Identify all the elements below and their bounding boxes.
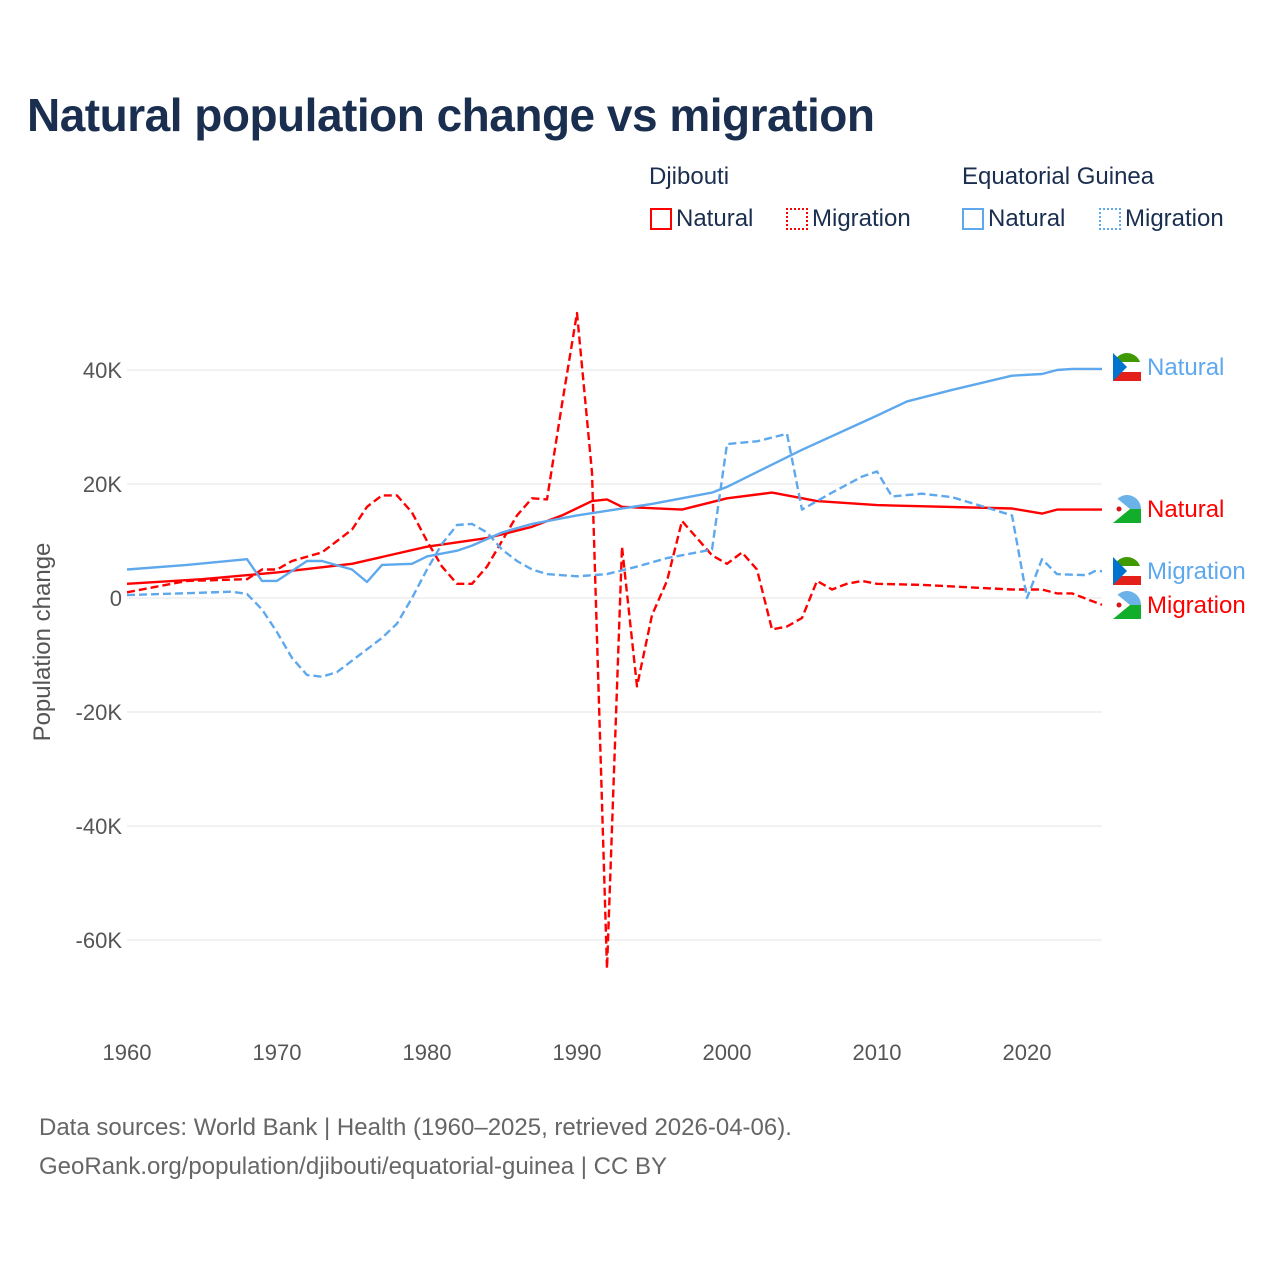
footer-sources: Data sources: World Bank | Health (1960–… bbox=[39, 1114, 792, 1141]
y-axis-label: Population change bbox=[29, 543, 56, 742]
legend-label: Natural bbox=[988, 205, 1066, 232]
x-tick-label: 1980 bbox=[403, 1040, 452, 1065]
legend-eqg-natural[interactable]: Natural bbox=[962, 205, 1065, 233]
legend-group-djibouti: Djibouti bbox=[649, 163, 730, 190]
footer-link[interactable]: GeoRank.org/population/djibouti/equatori… bbox=[39, 1153, 667, 1180]
y-tick-label: 20K bbox=[83, 472, 122, 497]
series-end-label: Migration bbox=[1147, 592, 1246, 619]
legend-swatch bbox=[962, 208, 984, 230]
legend-label: Natural bbox=[676, 205, 754, 232]
djibouti-flag-icon bbox=[1113, 591, 1141, 619]
equatorial-guinea-flag-icon bbox=[1113, 557, 1141, 585]
x-tick-label: 2010 bbox=[853, 1040, 902, 1065]
y-tick-label: -40K bbox=[76, 814, 123, 839]
equatorial-guinea-flag-icon bbox=[1113, 353, 1141, 381]
series-line-equatorial-guinea-migration[interactable] bbox=[126, 432, 1102, 678]
series-line-djibouti-migration[interactable] bbox=[126, 311, 1103, 970]
series-line-djibouti-natural[interactable] bbox=[126, 491, 1102, 585]
x-tick-label: 2020 bbox=[1003, 1040, 1052, 1065]
x-tick-label: 2000 bbox=[703, 1040, 752, 1065]
x-tick-label: 1960 bbox=[103, 1040, 152, 1065]
chart-title: Natural population change vs migration bbox=[27, 89, 875, 141]
legend-swatch bbox=[650, 208, 672, 230]
x-tick-label: 1970 bbox=[253, 1040, 302, 1065]
legend-group-equatorial-guinea: Equatorial Guinea bbox=[962, 163, 1155, 190]
series-end-label: Natural bbox=[1147, 354, 1224, 381]
legend-swatch bbox=[1099, 208, 1121, 230]
x-tick-label: 1990 bbox=[553, 1040, 602, 1065]
footer: Data sources: World Bank | Health (1960–… bbox=[39, 1108, 792, 1186]
legend-djibouti-migration[interactable]: Migration bbox=[786, 205, 911, 233]
y-tick-label: 40K bbox=[83, 358, 122, 383]
series-line-equatorial-guinea-natural[interactable] bbox=[126, 367, 1102, 584]
y-tick-label: 0 bbox=[110, 586, 122, 611]
series-end-label: Natural bbox=[1147, 496, 1224, 523]
legend-swatch bbox=[786, 208, 808, 230]
legend-djibouti-natural[interactable]: Natural bbox=[650, 205, 753, 233]
legend-eqg-migration[interactable]: Migration bbox=[1099, 205, 1224, 233]
y-tick-label: -60K bbox=[76, 928, 123, 953]
djibouti-flag-icon bbox=[1113, 495, 1141, 523]
legend-label: Migration bbox=[812, 205, 911, 232]
legend-label: Migration bbox=[1125, 205, 1224, 232]
series-end-label: Migration bbox=[1147, 558, 1246, 585]
y-tick-label: -20K bbox=[76, 700, 123, 725]
